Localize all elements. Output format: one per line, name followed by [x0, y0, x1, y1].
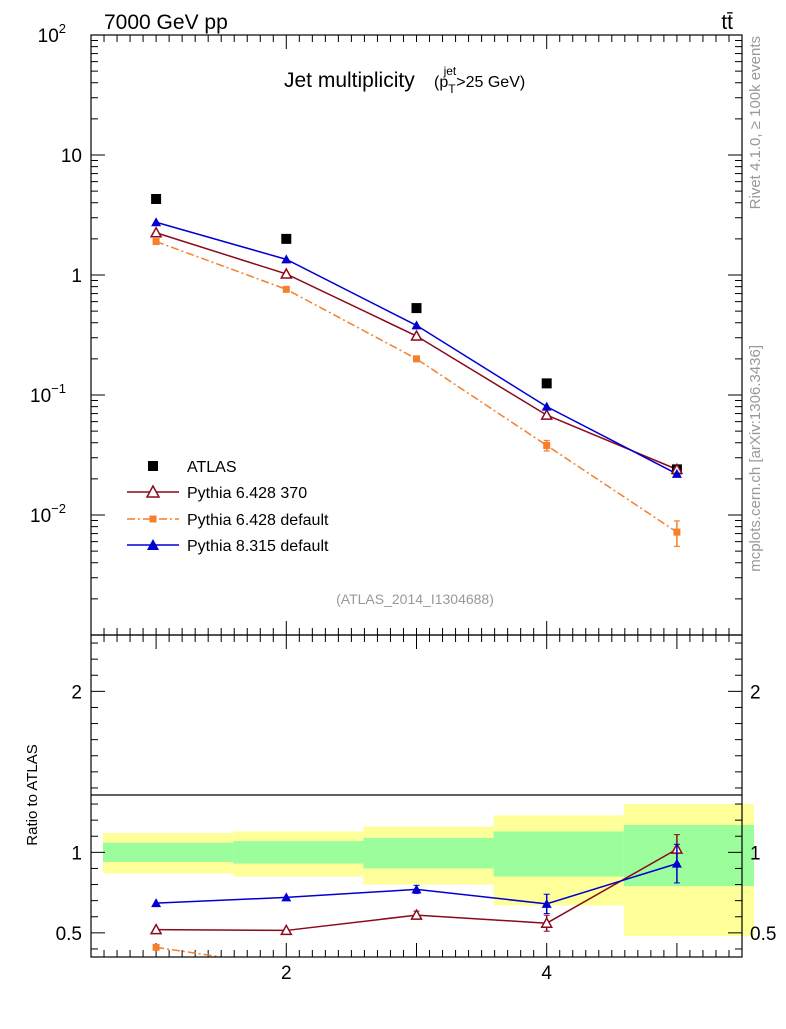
- mcplots-label: mcplots.cern.ch [arXiv:1306.3436]: [747, 345, 764, 572]
- ratio-y-tick-label-left: 2: [71, 682, 82, 703]
- ratio-point-pythia-6-428-370: [149, 923, 163, 935]
- point-atlas: [411, 303, 422, 314]
- legend-marker-pythia6-default: [149, 515, 157, 523]
- point-pythia-8-315-default: [541, 401, 552, 411]
- point-atlas: [151, 193, 162, 204]
- header-energy-label: 7000 GeV pp: [104, 11, 228, 34]
- legend-label-pythia6-370: Pythia 6.428 370: [187, 485, 307, 502]
- ratio-point-pythia-8-315-default: [151, 898, 162, 908]
- main-axis-ticks: [91, 34, 742, 636]
- ratio-point-pythia-8-315-default: [671, 858, 682, 868]
- main-y-tick-label: 10: [61, 146, 82, 167]
- ratio-axis-ticks: [91, 635, 742, 957]
- ratio-point-pythia-6-428-default: [543, 984, 550, 991]
- main-y-tick-label: 10−2: [30, 501, 66, 527]
- band-inner: [493, 831, 624, 877]
- plot-title: Jet multiplicity: [284, 69, 415, 92]
- ratio-point-pythia-6-428-370: [540, 916, 553, 928]
- legend-item-pythia6-370: Pythia 6.428 370: [127, 484, 307, 502]
- point-pythia-6-428-default: [543, 441, 551, 449]
- band-inner: [363, 837, 494, 869]
- ratio-y-axis-label: Ratio to ATLAS: [24, 744, 41, 845]
- point-pythia-6-428-370: [280, 267, 293, 279]
- x-tick-label: 2: [281, 963, 292, 984]
- legend-marker-pythia8: [147, 539, 159, 550]
- point-pythia-6-428-default: [413, 355, 420, 363]
- ratio-point-pythia-8-315-default: [541, 898, 552, 908]
- point-pythia-8-315-default: [281, 254, 292, 264]
- main-series-layer: [149, 193, 684, 548]
- analysis-watermark: (ATLAS_2014_I1304688): [336, 591, 494, 607]
- main-panel: 102 10 1 10−1 10−2 Jet multiplicity (pTjet>2…: [30, 21, 743, 636]
- band-inner: [233, 841, 364, 864]
- ratio-y-tick-label-right: 1: [750, 843, 761, 864]
- ratio-point-pythia-6-428-370: [410, 908, 423, 920]
- band-inner: [103, 842, 234, 863]
- point-atlas: [541, 378, 552, 389]
- point-pythia-8-315-default: [151, 217, 162, 227]
- legend-item-atlas: ATLAS: [148, 459, 237, 476]
- main-tick-labels: 102 10 1 10−1 10−2: [30, 21, 82, 527]
- ratio-y-tick-label-left: 1: [71, 843, 82, 864]
- plot-title-suffix: (pTjet>25 GeV): [434, 64, 525, 96]
- legend-item-pythia8: Pythia 8.315 default: [127, 538, 329, 555]
- point-pythia-6-428-370: [410, 329, 423, 341]
- point-pythia-8-315-default: [671, 468, 682, 478]
- point-pythia-6-428-default: [673, 528, 681, 536]
- ratio-panel: 0.5 0.5 1 1 2 2 2 4 Ratio to ATLAS: [24, 634, 777, 1001]
- legend-label-atlas: ATLAS: [187, 459, 237, 476]
- ratio-point-pythia-8-315-default: [281, 892, 292, 902]
- ratio-point-pythia-6-428-default: [673, 994, 680, 1001]
- ratio-y-tick-label-left: 0.5: [56, 924, 82, 945]
- main-y-tick-label: 10−1: [30, 381, 66, 407]
- ratio-point-pythia-6-428-default: [152, 943, 160, 951]
- ratio-point-pythia-6-428-370: [280, 923, 293, 936]
- main-y-tick-label: 102: [38, 21, 66, 47]
- point-pythia-6-428-370: [540, 408, 553, 420]
- ratio-tick-labels: 0.5 0.5 1 1 2 2 2 4: [56, 682, 777, 984]
- ratio-uncertainty-bands: [103, 804, 754, 937]
- ratio-point-pythia-8-315-default: [411, 884, 422, 894]
- header-process-label: tt̄: [721, 11, 733, 34]
- point-pythia-6-428-default: [282, 285, 290, 293]
- legend: ATLAS Pythia 6.428 370 Pythia 6.428 defa…: [127, 459, 329, 555]
- band-inner: [623, 824, 754, 887]
- point-pythia-6-428-370: [149, 226, 163, 238]
- legend-marker-atlas: [148, 461, 158, 471]
- ratio-series-layer: [149, 834, 684, 1001]
- rivet-version-label: Rivet 4.1.0, ≥ 100k events: [747, 36, 764, 209]
- ratio-series-clipped: [149, 834, 684, 1001]
- x-tick-label: 4: [541, 963, 552, 984]
- legend-label-pythia6-default: Pythia 6.428 default: [187, 512, 329, 529]
- main-y-tick-label: 1: [71, 266, 82, 287]
- legend-marker-pythia6-370: [145, 484, 161, 498]
- point-pythia-8-315-default: [411, 320, 422, 330]
- legend-item-pythia6-default: Pythia 6.428 default: [127, 512, 329, 529]
- ratio-y-tick-label-right: 0.5: [750, 924, 776, 945]
- point-atlas: [281, 233, 292, 244]
- ratio-frame: [90, 634, 743, 958]
- ratio-y-tick-label-right: 2: [750, 682, 761, 703]
- point-pythia-6-428-default: [152, 238, 160, 246]
- series-line-pythia-6-428-default: [155, 240, 678, 533]
- legend-label-pythia8: Pythia 8.315 default: [187, 538, 329, 555]
- ratio-point-pythia-6-428-default: [413, 976, 420, 983]
